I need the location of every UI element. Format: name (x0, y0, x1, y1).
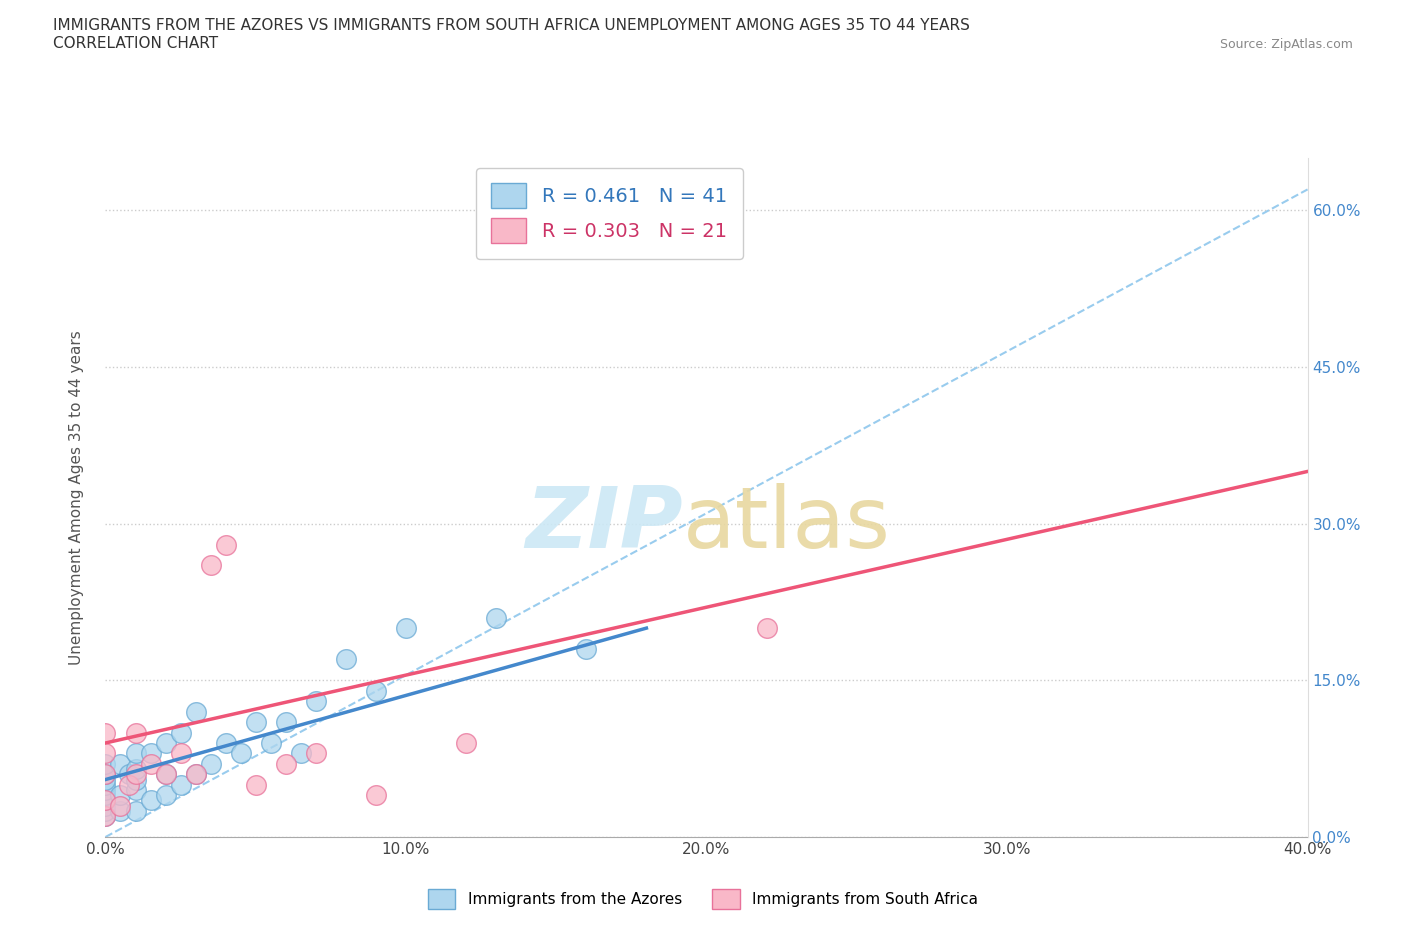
Point (364, 684, 387, 698)
Point (110, 756, 132, 771)
Text: ZIP: ZIP (524, 484, 682, 566)
Point (485, 610, 508, 625)
Point (305, 746, 328, 761)
Point (364, 788, 387, 803)
Point (94, 725, 117, 740)
Point (139, 793, 162, 808)
Point (94, 746, 117, 761)
Point (200, 756, 222, 771)
Point (214, 538, 236, 552)
Point (155, 736, 177, 751)
Point (94, 772, 117, 787)
Point (124, 772, 146, 787)
Point (200, 558, 222, 573)
Point (110, 788, 132, 803)
Point (184, 767, 207, 782)
Point (124, 762, 146, 777)
Legend: Immigrants from the Azores, Immigrants from South Africa: Immigrants from the Azores, Immigrants f… (422, 884, 984, 915)
Point (274, 714, 297, 729)
Text: IMMIGRANTS FROM THE AZORES VS IMMIGRANTS FROM SOUTH AFRICA UNEMPLOYMENT AMONG AG: IMMIGRANTS FROM THE AZORES VS IMMIGRANTS… (53, 18, 970, 33)
Point (335, 652, 357, 667)
Text: atlas: atlas (682, 484, 890, 566)
Point (245, 777, 267, 792)
Point (305, 694, 328, 709)
Point (118, 777, 141, 792)
Point (94, 767, 117, 782)
Point (169, 746, 191, 761)
Point (94, 809, 117, 824)
Text: CORRELATION CHART: CORRELATION CHART (53, 36, 218, 51)
Y-axis label: Unemployment Among Ages 35 to 44 years: Unemployment Among Ages 35 to 44 years (69, 330, 84, 665)
Point (94, 788, 117, 803)
Point (139, 746, 162, 761)
Point (124, 782, 146, 797)
Point (454, 736, 477, 751)
Point (124, 767, 146, 782)
Legend: R = 0.461   N = 41, R = 0.303   N = 21: R = 0.461 N = 41, R = 0.303 N = 21 (475, 167, 742, 259)
Point (169, 777, 191, 792)
Point (260, 736, 283, 751)
Point (290, 746, 312, 761)
Point (94, 756, 117, 771)
Point (94, 809, 117, 824)
Point (124, 804, 146, 818)
Point (94, 798, 117, 813)
Point (124, 746, 146, 761)
Point (155, 767, 177, 782)
Point (214, 736, 236, 751)
Point (169, 725, 191, 740)
Text: Source: ZipAtlas.com: Source: ZipAtlas.com (1219, 38, 1353, 51)
Point (94, 782, 117, 797)
Point (184, 767, 207, 782)
Point (575, 642, 598, 657)
Point (94, 804, 117, 818)
Point (139, 756, 162, 771)
Point (94, 767, 117, 782)
Point (94, 793, 117, 808)
Point (755, 620, 778, 635)
Point (94, 793, 117, 808)
Point (184, 704, 207, 719)
Point (110, 798, 132, 813)
Point (229, 746, 252, 761)
Point (274, 756, 297, 771)
Point (110, 804, 132, 818)
Point (94, 777, 117, 792)
Point (245, 714, 267, 729)
Point (155, 788, 177, 803)
Point (395, 620, 418, 635)
Point (155, 767, 177, 782)
Point (124, 725, 146, 740)
Point (118, 767, 141, 782)
